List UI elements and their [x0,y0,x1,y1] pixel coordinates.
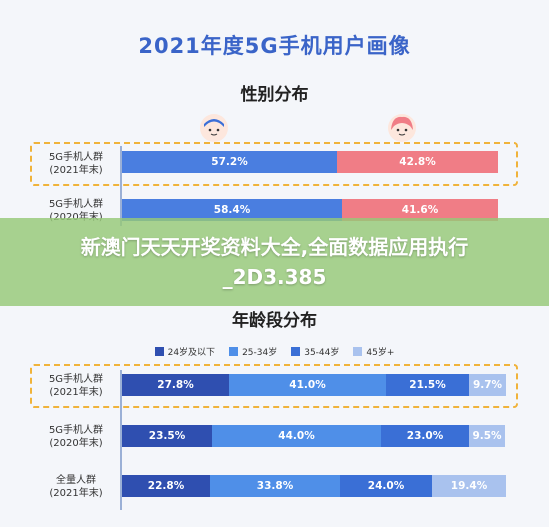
bar-value-label: 9.7% [472,379,503,391]
bar-segment: 24.0% [340,475,432,497]
female-avatar-icon [388,114,416,142]
bar-value-label: 24.0% [367,480,405,492]
age-highlight-frame [30,364,518,408]
legend-item: 25-34岁 [229,345,277,358]
bar-value-label: 33.8% [256,480,294,492]
bar-segment: 23.0% [381,425,469,447]
gender-section-title: 性别分布 [240,85,309,105]
legend-item: 45岁+ [353,345,394,358]
bar-segment: 42.8% [337,151,498,173]
age-row-label-2: 5G手机人群 (2020年末) [48,425,104,449]
legend-label: 25-34岁 [242,348,278,358]
age-row-label-1: 5G手机人群 (2021年末) [48,374,104,398]
bar-value-label: 23.5% [148,430,186,442]
bar-segment: 44.0% [212,425,381,447]
bar-value-label: 21.5% [409,379,446,391]
bar-value-label: 19.4% [450,480,488,492]
bar-value-label: 27.8% [157,379,194,391]
bar-segment: 22.8% [122,475,210,497]
page-title: 2021年度5G手机用户画像 [138,34,411,58]
legend-item: 24岁及以下 [154,345,216,358]
bar-value-label: 58.4% [213,204,251,216]
age-section-title: 年龄段分布 [232,311,317,331]
gender-highlight-frame [30,142,518,186]
bar-segment: 9.7% [469,374,506,396]
overlay-banner: 新澳门天天开奖资料大全,全面数据应用执行_2D3.385 [0,218,549,306]
gender-row-label-2: 5G手机人群(2020年末) [48,199,104,223]
bar-value-label: 41.0% [289,379,326,391]
legend-label: 35-44岁 [304,348,340,358]
gender-row-label-1: 5G手机人群 (2021年末) [48,152,104,176]
bar-segment: 23.5% [122,425,212,447]
bar-segment: 9.5% [469,425,505,447]
bar-segment: 58.4% [122,199,342,221]
legend-item: 35-44岁 [291,345,339,358]
bar-value-label: 41.6% [401,204,439,216]
gender-axis-line [120,146,122,226]
bar-value-label: 22.8% [147,480,185,492]
age-legend: 24岁及以下 25-34岁 35-44岁 45岁+ [0,345,549,358]
bar-segment: 21.5% [386,374,469,396]
bar-segment: 33.8% [210,475,340,497]
bar-segment: 27.8% [122,374,229,396]
bar-value-label: 42.8% [399,156,436,168]
age-row-label-3: 全量人群 (2021年末) [49,475,103,499]
legend-label: 45岁+ [366,348,395,358]
bar-segment: 41.0% [229,374,386,396]
male-avatar-icon [200,114,228,142]
bar-value-label: 23.0% [406,430,444,442]
bar-value-label: 44.0% [278,430,315,442]
bar-value-label: 57.2% [211,156,248,168]
bar-value-label: 9.5% [472,430,502,442]
bar-segment: 57.2% [122,151,337,173]
age-axis-line [120,370,122,510]
banner-text: 新澳门天天开奖资料大全,全面数据应用执行_2D3.385 [80,235,469,289]
bar-segment: 19.4% [432,475,506,497]
bar-segment: 41.6% [342,199,498,221]
legend-label: 24岁及以下 [167,348,216,358]
